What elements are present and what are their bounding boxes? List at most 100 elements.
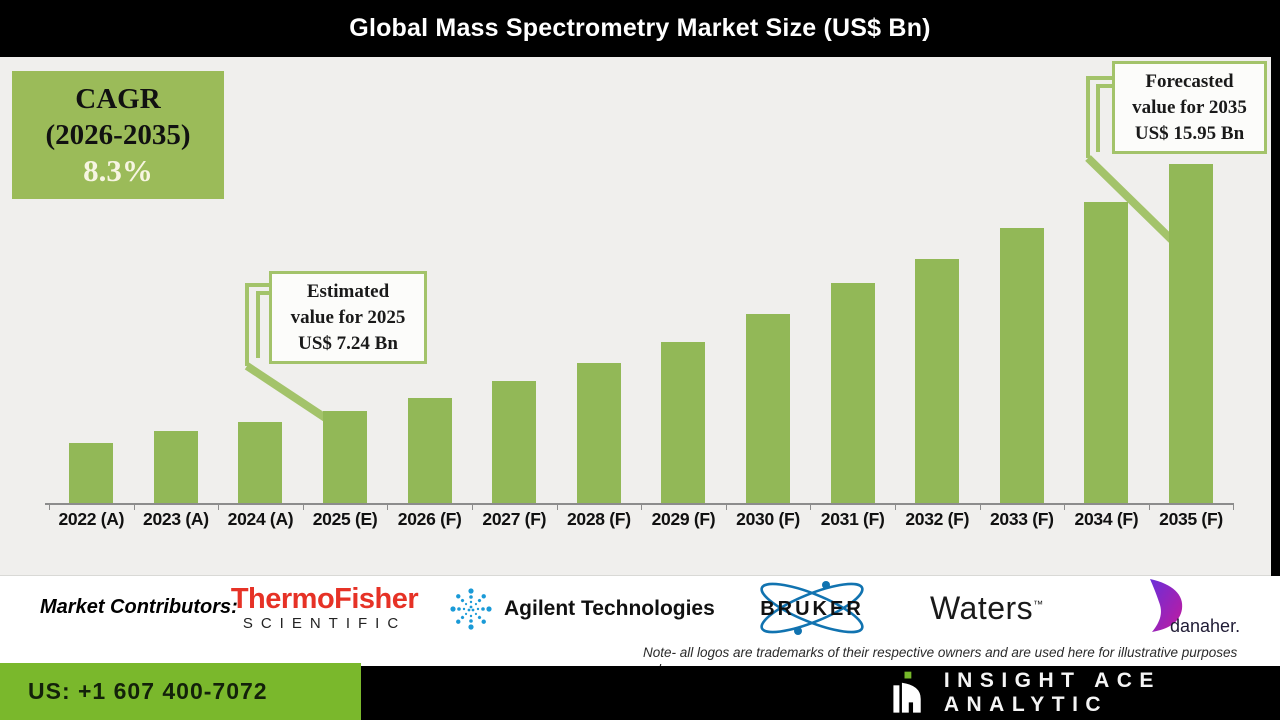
danaher-wordmark: danaher. [1170, 616, 1241, 636]
danaher-swoosh-icon [1150, 579, 1183, 632]
axis-tick [641, 505, 643, 510]
bar-cell-2025 (E) [303, 148, 388, 503]
logo-agilent: Agilent Technologies [448, 586, 715, 632]
bar-2035 (F) [1169, 163, 1214, 503]
thermo-fisher-scientific-text: SCIENTIFIC [242, 615, 407, 632]
cagr-box: CAGR (2026-2035) 8.3% [12, 71, 224, 199]
x-label-2029 (F): 2029 (F) [651, 509, 716, 529]
axis-tick [49, 505, 50, 510]
brand-name: INSIGHT ACE ANALYTIC [943, 669, 1161, 716]
phone-number: US: +1 607 400-7072 [28, 678, 268, 704]
phone-box: US: +1 607 400-7072 [0, 663, 361, 720]
axis-tick [895, 505, 896, 510]
forecasted-value: US$ 15.95 Bn [1134, 122, 1245, 144]
bar-cell-2032 (F) [895, 148, 980, 503]
axis-tick [133, 505, 135, 510]
bar-cell-2023 (A) [134, 148, 219, 503]
bar-cell-2035 (F) [1149, 148, 1234, 503]
cagr-period: (2026-2035) [45, 119, 191, 151]
bar-2034 (F) [1084, 202, 1129, 503]
bar-cell-2031 (F) [810, 148, 895, 503]
bar-2029 (F) [661, 341, 706, 503]
cagr-value: 8.3% [83, 153, 153, 188]
axis-tick [302, 505, 304, 510]
bar-2030 (F) [746, 313, 791, 503]
axis-tick [472, 505, 473, 510]
x-label-2032 (F): 2032 (F) [905, 509, 970, 529]
axis-tick [725, 505, 727, 510]
bar-2025 (E) [323, 411, 368, 503]
x-label-2027 (F): 2027 (F) [482, 509, 547, 529]
callout-estimated-2025: Estimated value for 2025 US$ 7.24 Bn [269, 271, 427, 364]
footer-bar: US: +1 607 400-7072 INSIGHT ACE ANALYTIC [0, 663, 1280, 720]
axis-tick [387, 505, 389, 510]
bruker-wordmark: BRUKER [760, 598, 864, 620]
waters-wordmark: Waters [930, 590, 1034, 626]
thermo-fisher-wordmark: ThermoFisher [230, 583, 419, 615]
logo-waters: Waters™ [930, 590, 1044, 627]
bar-2022 (A) [69, 443, 114, 503]
bar-cell-2026 (F) [387, 148, 472, 503]
axis-tick [1148, 505, 1150, 510]
title-bar: Global Mass Spectrometry Market Size (US… [0, 0, 1280, 57]
x-label-2024 (A): 2024 (A) [227, 509, 294, 529]
logo-thermo-fisher: ThermoFisher SCIENTIFIC [222, 584, 427, 632]
x-label-2026 (F): 2026 (F) [397, 509, 462, 529]
estimated-line1: Estimated [306, 280, 390, 302]
brand-block: INSIGHT ACE ANALYTIC [890, 666, 1280, 720]
x-label-2031 (F): 2031 (F) [820, 509, 885, 529]
x-label-2022 (A): 2022 (A) [58, 509, 125, 529]
x-label-2025 (E): 2025 (E) [312, 509, 378, 529]
callout-connector-lines [244, 76, 1181, 425]
market-contributors-strip: Market Contributors: ThermoFisher SCIENT… [0, 576, 1280, 677]
chart-title: Global Mass Spectrometry Market Size (US… [349, 14, 931, 42]
bar-2032 (F) [915, 259, 960, 503]
waters-tm: ™ [1033, 599, 1044, 611]
logo-bruker: BRUKER [752, 578, 872, 643]
axis-tick [979, 505, 981, 510]
bruker-orbit-icon: BRUKER [760, 581, 864, 635]
x-axis-line [45, 503, 1234, 505]
axis-tick [556, 505, 558, 510]
logo-danaher: danaher. [1140, 578, 1260, 642]
bar-2033 (F) [999, 228, 1044, 503]
forecasted-line2: value for 2035 [1132, 96, 1247, 118]
x-label-2035 (F): 2035 (F) [1159, 509, 1223, 529]
forecasted-line1: Forecasted [1145, 70, 1234, 92]
bar-cell-2033 (F) [980, 148, 1065, 503]
insight-ace-logo [893, 671, 921, 713]
market-contributors-label: Market Contributors: [40, 596, 238, 618]
x-label-2033 (F): 2033 (F) [989, 509, 1054, 529]
bar-cell-2034 (F) [1064, 148, 1149, 503]
axis-tick [1233, 505, 1235, 510]
x-label-2023 (A): 2023 (A) [143, 509, 209, 529]
agilent-wordmark: Agilent Technologies [504, 597, 715, 620]
bar-cell-2022 (A) [49, 148, 134, 503]
right-edge-strip [1271, 0, 1280, 576]
bar-2028 (F) [576, 363, 621, 503]
bar-cell-2030 (F) [726, 148, 811, 503]
bar-cell-2029 (F) [641, 148, 726, 503]
bar-cell-2027 (F) [472, 148, 557, 503]
bar-cell-2024 (A) [218, 148, 303, 503]
x-label-2028 (F): 2028 (F) [566, 509, 631, 529]
chart-area: CAGR (2026-2035) 8.3% 2022 (A) 2023 (A) 20… [0, 57, 1271, 576]
bar-plot [49, 148, 1234, 503]
bar-2026 (F) [407, 397, 452, 503]
x-label-2034 (F): 2034 (F) [1074, 509, 1139, 529]
axis-tick [218, 505, 220, 510]
axis-tick [1064, 505, 1066, 510]
trademark-note-line1: Note- all logos are trademarks of their … [643, 645, 1238, 660]
cagr-label: CAGR [75, 83, 161, 115]
agilent-starburst-icon [450, 588, 492, 630]
estimated-value: US$ 7.24 Bn [298, 332, 398, 354]
bar-2031 (F) [830, 282, 875, 503]
estimated-line2: value for 2025 [290, 306, 406, 328]
bar-2024 (A) [238, 421, 283, 503]
callout-forecasted-2035: Forecasted value for 2035 US$ 15.95 Bn [1112, 61, 1267, 154]
bar-2023 (A) [153, 430, 198, 503]
x-axis-labels: 2022 (A) 2023 (A) 2024 (A) 2025 (E) 2026 (F)… [49, 509, 1234, 530]
axis-tick [810, 505, 812, 510]
bar-cell-2028 (F) [557, 148, 642, 503]
